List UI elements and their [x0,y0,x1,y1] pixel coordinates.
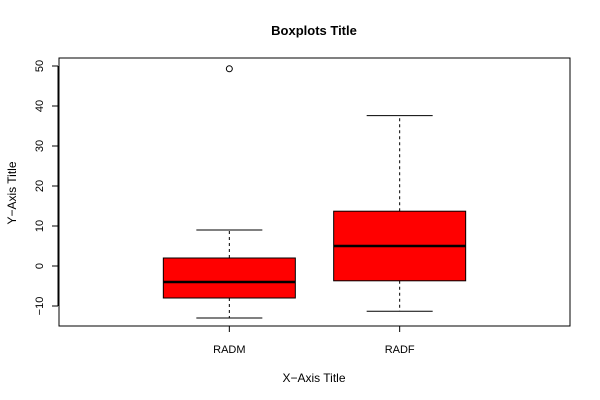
y-tick-label: −10 [34,297,46,316]
y-tick-label: 30 [34,140,46,152]
y-tick-label: 20 [34,180,46,192]
y-tick-label: 0 [34,263,46,269]
box-iqr [162,257,296,299]
chart-title: Boxplots Title [271,23,357,38]
y-tick-label: 40 [34,100,46,112]
y-axis: −10 0 10 20 30 40 50 [34,60,59,316]
x-axis: RADM RADF [213,326,415,356]
y-axis-title: Y−Axis Title [5,161,19,224]
y-tick-label: 50 [34,60,46,72]
box-group-radf [333,115,467,312]
y-tick-label: 10 [34,220,46,232]
boxes-layer [162,65,467,319]
x-axis-title: X−Axis Title [282,371,345,385]
plot-frame [58,57,571,327]
outlier-point [225,65,233,73]
box-group-radm [162,65,296,319]
x-tick-label: RADM [213,344,245,356]
x-tick-label: RADF [385,344,415,356]
